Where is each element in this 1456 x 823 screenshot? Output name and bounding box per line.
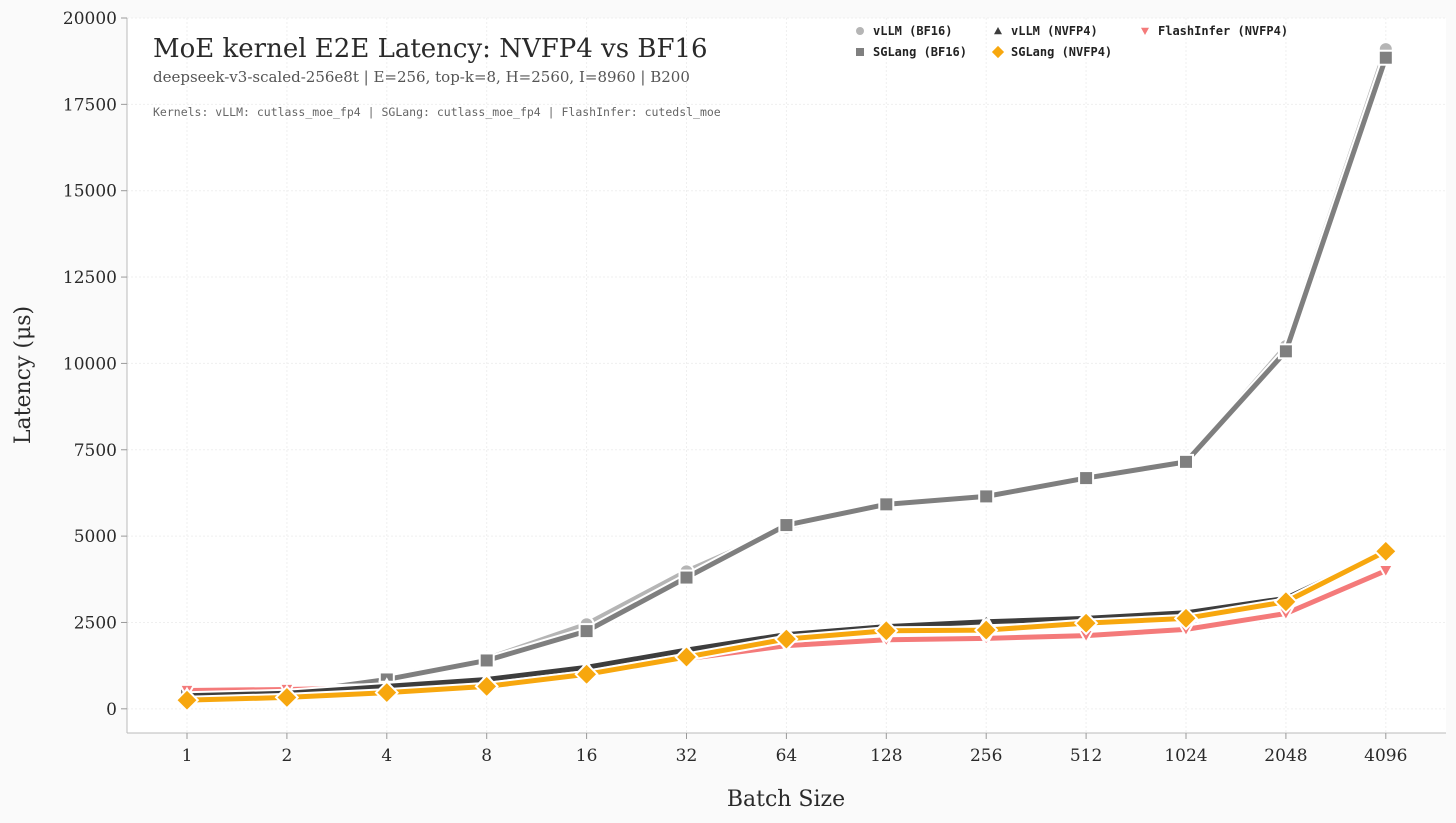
x-axis-label: Batch Size [727,787,845,812]
data-point [1178,453,1194,470]
y-tick-label: 10000 [63,354,117,374]
legend-marker [994,27,1002,35]
legend-label: SGLang (BF16) [873,45,967,59]
data-point [1273,589,1299,614]
data-point [1073,610,1099,636]
legend-marker [991,45,1005,59]
legend-label: SGLang (NVFP4) [1011,45,1112,59]
data-point [878,496,895,513]
data-point [1377,564,1395,580]
chart-subtitle: deepseek-v3-scaled-256e8t | E=256, top-k… [153,68,690,86]
x-tick-label: 4096 [1364,746,1407,766]
y-tick-label: 7500 [74,441,117,461]
data-point [1078,470,1095,487]
x-tick-label: 32 [676,746,698,766]
legend-marker [856,27,864,35]
data-point [774,626,799,652]
data-point [973,617,999,643]
data-point [1373,539,1399,564]
chart-title: MoE kernel E2E Latency: NVFP4 vs BF16 [153,34,708,64]
legend-marker [1141,27,1149,35]
data-point [678,569,695,586]
y-tick-label: 12500 [63,268,117,288]
y-tick-label: 17500 [63,95,117,115]
data-point [574,662,599,687]
x-tick-label: 2048 [1264,746,1307,766]
x-tick-label: 1024 [1164,746,1207,766]
x-tick-label: 64 [776,746,798,766]
y-tick-label: 2500 [74,613,117,633]
data-point [374,680,400,705]
y-axis-label: Latency (μs) [11,306,36,444]
legend-item: SGLang (BF16) [856,45,967,59]
x-tick-label: 1 [182,746,193,766]
x-tick-label: 16 [576,746,598,766]
x-tick-label: 512 [1070,746,1102,766]
data-point [1277,343,1294,360]
y-tick-label: 5000 [74,527,117,547]
data-point [978,488,995,505]
data-point [674,644,699,670]
series-group [174,41,1399,713]
y-tick-label: 0 [106,700,117,720]
legend-label: vLLM (BF16) [873,24,952,38]
legend-label: vLLM (NVFP4) [1011,24,1098,38]
data-point [1173,606,1199,631]
x-tick-label: 128 [870,746,902,766]
kernels-note: Kernels: vLLM: cutlass_moe_fp4 | SGLang:… [153,105,721,119]
x-tick-label: 256 [970,746,1002,766]
legend-marker [856,48,864,56]
series-sglang-nvfp4 [174,539,1399,713]
legend-item: FlashInfer (NVFP4) [1141,24,1288,38]
legend-item: vLLM (BF16) [856,24,952,38]
data-point [274,685,300,710]
data-point [478,652,495,669]
legend-item: SGLang (NVFP4) [991,45,1112,59]
data-point [474,674,499,699]
legend-item: vLLM (NVFP4) [994,24,1098,38]
y-tick-label: 20000 [63,9,117,29]
gridlines [127,17,1446,733]
data-point [874,618,899,643]
x-tick-label: 4 [381,746,392,766]
legend-label: FlashInfer (NVFP4) [1158,24,1288,38]
data-point [1377,49,1394,66]
x-tick-label: 2 [281,746,292,766]
legend: vLLM (BF16) SGLang (BF16) vLLM (NVFP4) SGLa… [856,24,1288,59]
x-tick-label: 8 [481,746,492,766]
y-tick-label: 15000 [63,182,117,202]
data-point [778,517,795,534]
data-point [578,623,595,640]
data-point [174,687,200,713]
